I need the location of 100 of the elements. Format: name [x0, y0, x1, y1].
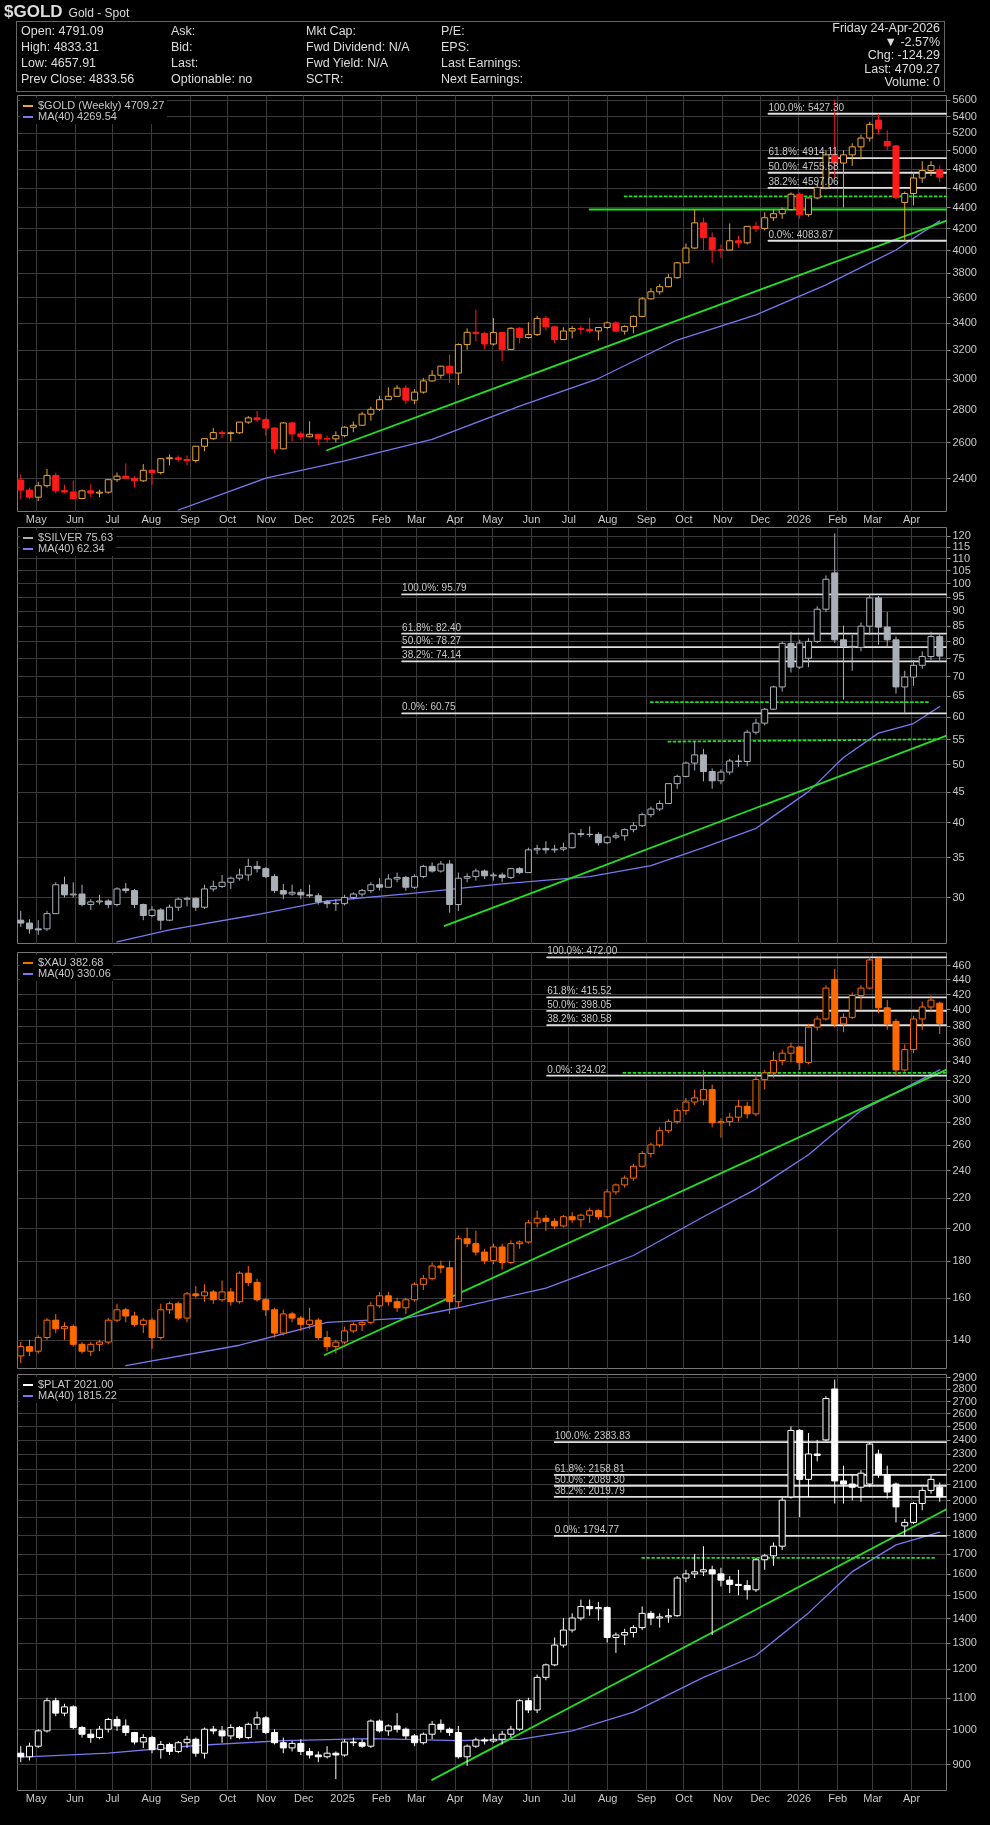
y-tick-label: 2800 [952, 1382, 977, 1395]
y-tick-label: 380 [952, 1019, 971, 1032]
y-tick-label: 3800 [952, 266, 977, 279]
annotation: 61.8%: 82.40 [402, 621, 462, 633]
text: Mkt Cap: [306, 24, 357, 40]
x-tick-label: Jul [561, 512, 576, 525]
y-tick-label: 2400 [952, 1433, 977, 1446]
text: Last: 4709.27 [863, 61, 940, 76]
x-tick-label: Sep [636, 1791, 657, 1804]
line-series [177, 220, 941, 511]
y-tick-label: 460 [952, 958, 971, 971]
y-tick-label: 115 [952, 540, 971, 553]
y-tick-label: 40 [952, 815, 965, 828]
x-tick-label: Jul [561, 1791, 576, 1804]
x-tick-label: Aug [141, 1791, 162, 1804]
x-tick-label: Dec [750, 1791, 771, 1804]
x-tick-label: Apr [446, 1791, 465, 1804]
y-tick-label: 55 [952, 732, 965, 745]
annotation: 0.0%: 4083.87 [768, 228, 834, 240]
y-tick-label: 110 [952, 551, 971, 564]
candlestick [839, 149, 847, 208]
x-tick-label: Aug [597, 1791, 618, 1804]
text: Next Earnings: [441, 72, 524, 88]
y-tick-label: 80 [952, 634, 965, 647]
candlestick [227, 430, 235, 443]
candlestick [306, 1307, 314, 1330]
y-tick-label: 2400 [952, 471, 977, 484]
y-tick-label: 100 [952, 576, 971, 589]
annotation: 61.8%: 415.52 [547, 985, 613, 997]
y-tick-label: 60 [952, 710, 965, 723]
legend-label: MA(40) 4269.54 [38, 110, 117, 122]
y-tick-label: 4200 [952, 221, 977, 234]
annotation: 38.2%: 74.14 [402, 649, 462, 661]
x-tick-label: Feb [371, 512, 391, 525]
candlestick [839, 1465, 847, 1504]
x-tick-label: Jun [66, 1791, 84, 1804]
candlestick [271, 1307, 279, 1339]
y-tick-label: 2700 [952, 1394, 977, 1407]
y-tick-label: 1300 [952, 1636, 977, 1649]
x-tick-label: Dec [750, 512, 771, 525]
candlestick [752, 221, 760, 233]
y-tick-label: 85 [952, 619, 965, 632]
candlestick [498, 331, 506, 362]
x-tick-label: Mar [863, 512, 883, 525]
text: Volume: 0 [883, 75, 940, 90]
candlestick [594, 1601, 602, 1621]
candlestick [804, 637, 812, 668]
candlestick [17, 1341, 25, 1364]
x-tick-label: Oct [218, 1791, 237, 1804]
x-tick-label: Jun [66, 512, 84, 525]
annotation: 0.0%: 324.02 [547, 1063, 607, 1075]
x-tick-label: Nov [712, 512, 733, 525]
legend-label: $SILVER 75.63 [38, 531, 114, 543]
y-tick-label: 160 [952, 1291, 971, 1304]
legend-label: $XAU 382.68 [38, 956, 104, 968]
x-tick-label: Mar [406, 512, 427, 525]
candlestick [839, 625, 847, 701]
y-tick-label: 1600 [952, 1567, 977, 1580]
x-tick-label: Nov [712, 1791, 733, 1804]
x-tick-label: Feb [371, 1791, 391, 1804]
candlestick [664, 782, 672, 804]
annotation: 100.0%: 2383.83 [554, 1430, 631, 1442]
candlestick [148, 468, 156, 486]
candlestick [769, 1541, 777, 1567]
y-tick-label: 105 [952, 563, 971, 576]
y-tick-label: 3600 [952, 290, 977, 303]
text: Friday 24-Apr-2026 [832, 21, 940, 36]
x-tick-label: Oct [675, 1791, 693, 1804]
text: SCTR: [306, 72, 345, 88]
candlestick [201, 1727, 209, 1760]
y-tick-label: 1000 [952, 1722, 977, 1735]
annotation: 38.2%: 2019.79 [554, 1484, 626, 1496]
candlestick [131, 888, 139, 909]
x-tick-label: Feb [828, 1791, 848, 1804]
x-tick-label: May [482, 512, 504, 525]
candlestick [909, 659, 917, 687]
x-tick-label: Sep [180, 512, 200, 525]
x-tick-label: 2026 [786, 512, 812, 525]
candlestick [699, 217, 707, 251]
candlestick [218, 430, 226, 439]
x-tick-label: Aug [141, 512, 162, 525]
y-tick-label: 1200 [952, 1662, 977, 1675]
y-tick-label: 2600 [952, 435, 977, 448]
candlestick [734, 1099, 742, 1123]
x-tick-label: May [25, 512, 48, 525]
x-tick-label: Aug [597, 512, 618, 525]
y-tick-label: 320 [952, 1073, 971, 1086]
y-tick-label: 260 [952, 1138, 971, 1151]
x-tick-label: Nov [256, 512, 277, 525]
y-tick-label: 2500 [952, 1419, 977, 1432]
y-tick-label: 1700 [952, 1547, 977, 1560]
text: P/E: [441, 24, 466, 40]
y-tick-label: 340 [952, 1054, 971, 1067]
y-tick-label: 3400 [952, 316, 977, 329]
y-tick-label: 5400 [952, 109, 977, 122]
y-tick-label: 200 [952, 1221, 971, 1234]
text: Optionable: no [171, 72, 254, 88]
y-tick-label: 900 [952, 1757, 971, 1770]
candlestick [271, 873, 279, 894]
y-tick-label: 35 [952, 850, 965, 863]
